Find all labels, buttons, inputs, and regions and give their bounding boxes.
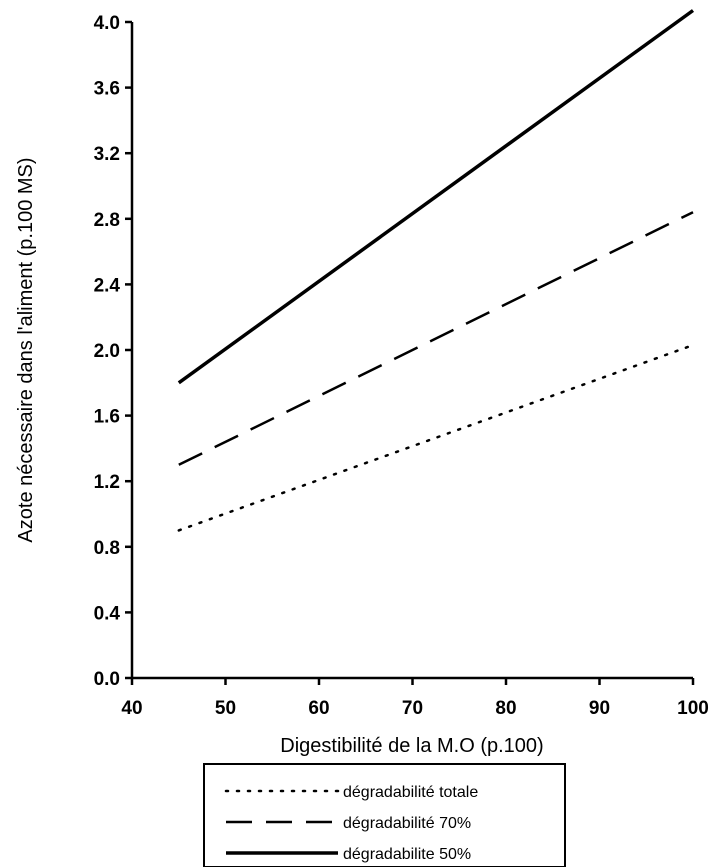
x-tick-label: 60 [308,698,329,719]
legend: dégradabilité totale dégradabilité 70% dég… [203,763,566,867]
y-tick-label: 2.8 [94,210,120,231]
y-tick-label: 3.6 [94,79,120,100]
y-tick-label: 3.2 [94,144,120,165]
x-axis-title: Digestibilité de la M.O (p.100) [280,735,543,757]
x-ticks: 40 50 60 70 80 90 100 [121,678,709,719]
x-tick-label: 80 [495,698,516,719]
x-tick-label: 100 [677,698,709,719]
x-tick-label: 40 [121,698,142,719]
legend-items: dégradabilité totale dégradabilité 70% dég… [224,784,478,863]
y-tick-label: 0.4 [94,603,121,624]
y-tick-label: 2.0 [94,341,120,362]
series-lines [177,9,695,532]
x-tick-label: 70 [402,698,423,719]
x-tick-label: 50 [215,698,236,719]
series-line-1 [178,211,694,466]
series-line-0 [177,343,695,532]
y-tick-label: 0.0 [94,669,120,690]
series-line-2 [177,9,695,385]
y-axis-title: Azote nécessaire dans l'aliment (p.100 M… [15,157,37,542]
legend-label-2: dégradabilite 50% [343,846,471,863]
y-tick-label: 2.4 [94,275,121,296]
y-tick-label: 1.2 [94,472,120,493]
legend-box [203,763,566,867]
legend-label-1: dégradabilité 70% [343,815,471,832]
y-tick-label: 1.6 [94,407,120,428]
y-ticks: 0.0 0.4 0.8 1.2 1.6 2.0 2.4 2.8 3.2 3.6 4.0 [94,13,132,690]
y-tick-label: 0.8 [94,538,120,559]
legend-label-0: dégradabilité totale [343,784,478,801]
x-tick-label: 90 [589,698,610,719]
y-tick-label: 4.0 [94,13,120,34]
